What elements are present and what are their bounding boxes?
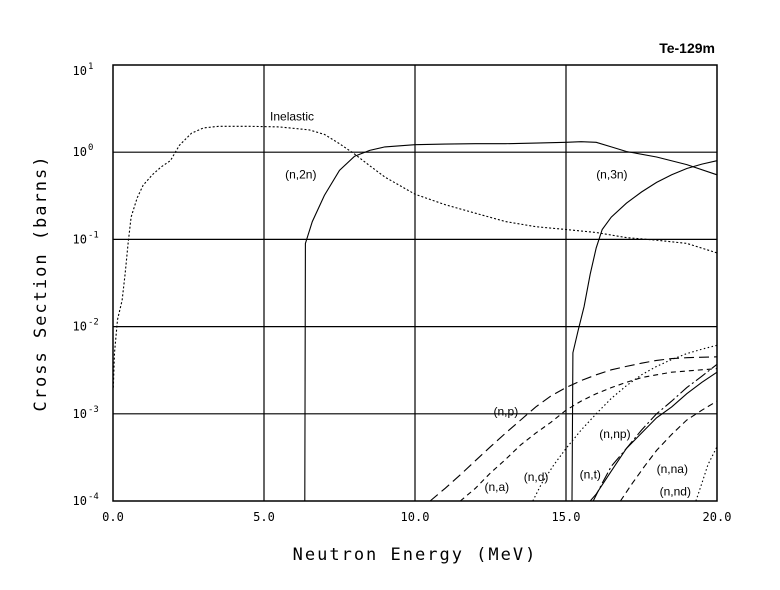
y-tick-label: 10 — [73, 145, 87, 159]
y-tick-exponent: -1 — [88, 230, 99, 240]
x-tick-label: 10.0 — [401, 510, 430, 524]
chart-title: Te-129m — [659, 40, 715, 56]
series-line-n-3n — [571, 160, 718, 502]
series-line-n-2n — [304, 141, 718, 502]
series-line-inelastic — [112, 125, 718, 388]
y-tick-exponent: -4 — [88, 492, 99, 502]
y-tick-label: 10 — [73, 407, 87, 421]
series-label-inelastic: Inelastic — [270, 110, 314, 124]
grid-lines — [113, 65, 717, 501]
y-axis-label: Cross Section (barns) — [31, 155, 51, 412]
x-tick-label: 20.0 — [703, 510, 732, 524]
series-label-n-na: (n,na) — [657, 462, 688, 476]
series-label-n-d: (n,d) — [524, 470, 549, 484]
series-label-n-p: (n,p) — [494, 405, 519, 419]
x-tick-label: 0.0 — [102, 510, 124, 524]
x-axis-label: Neutron Energy (MeV) — [293, 545, 538, 565]
plot-frame — [112, 64, 718, 502]
y-tick-label: 10 — [73, 64, 87, 78]
series-line-n-p — [429, 356, 718, 502]
y-tick-label: 10 — [73, 494, 87, 508]
y-tick-label: 10 — [73, 232, 87, 246]
series-label-n-3n: (n,3n) — [596, 167, 627, 181]
y-tick-exponent: -3 — [88, 405, 99, 415]
series-curves — [112, 125, 718, 502]
series-label-n-np: (n,np) — [599, 427, 630, 441]
series-labels: Inelastic (n,2n) (n,3n) (n,p) (n,a) (n,d) (n,t… — [270, 110, 691, 499]
y-tick-label: 10 — [73, 320, 87, 334]
y-tick-exponent: 1 — [88, 62, 93, 72]
series-line-n-nd — [695, 446, 718, 502]
y-tick-exponent: -2 — [88, 318, 99, 328]
series-label-n-2n: (n,2n) — [285, 167, 316, 181]
y-tick-exponent: 0 — [88, 143, 93, 153]
x-tick-label: 5.0 — [253, 510, 275, 524]
series-line-n-na — [619, 400, 718, 502]
series-label-n-a: (n,a) — [484, 480, 509, 494]
series-line-n-d — [532, 344, 718, 502]
series-line-n-a — [459, 368, 718, 502]
x-tick-label: 15.0 — [552, 510, 581, 524]
series-line-n-t — [592, 363, 718, 502]
series-line-n-np — [589, 371, 718, 502]
series-label-n-t: (n,t) — [580, 468, 601, 482]
series-label-n-nd: (n,nd) — [660, 485, 691, 499]
